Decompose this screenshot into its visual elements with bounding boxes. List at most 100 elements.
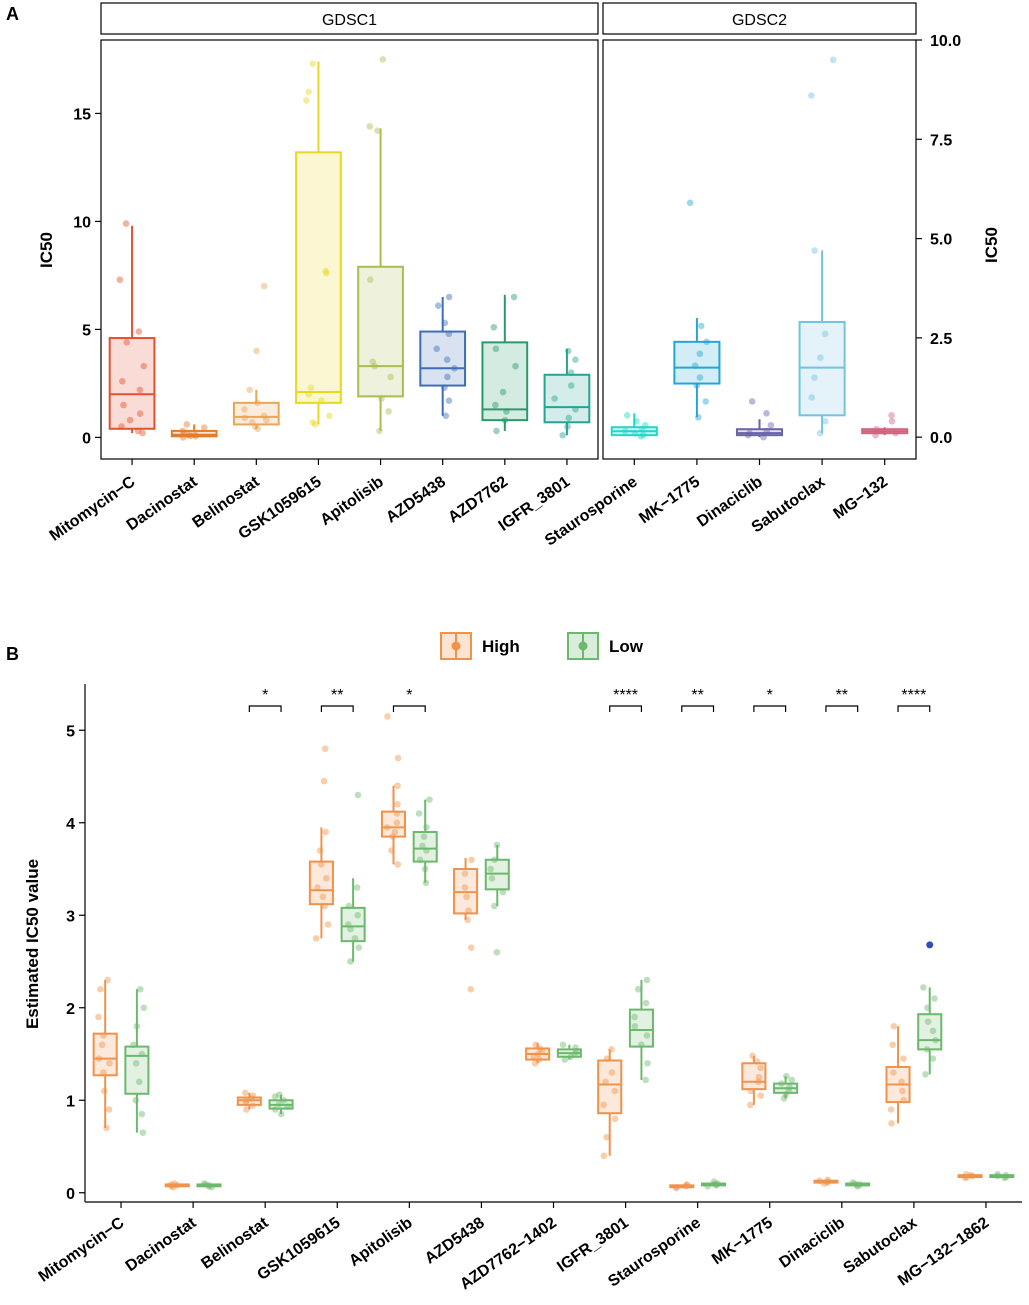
gdsc2-staurosporine-point (633, 417, 640, 425)
gdsc1-belinostat-box (232, 401, 280, 426)
panel-b-high-gsk1059615-point (321, 745, 329, 753)
gdsc1-belinostat-point (241, 406, 248, 413)
panel-b-high-mk-1775-point (757, 1092, 764, 1099)
gdsc1-igfr-3801-point (565, 414, 573, 422)
gdsc1-apitolisib-point (369, 358, 377, 366)
panel-b-low-mitomycin-c-point (138, 1110, 146, 1118)
gdsc1-mitomycin-c-point (134, 427, 142, 435)
gdsc1-belinostat-point (241, 414, 249, 422)
gdsc2-sabutoclax-point (817, 354, 824, 362)
gdsc2-mg-132-point (888, 412, 895, 419)
panel-b-high-belinostat-point (243, 1106, 250, 1113)
gdsc1-belinostat-point (263, 416, 270, 424)
gdsc2-staurosporine-point (638, 425, 646, 433)
gdsc1-dacinostat-point (179, 427, 186, 435)
gdsc1-azd7762-point (492, 345, 500, 353)
gdsc1-mitomycin-c-point (123, 339, 131, 346)
panel-b-low-mitomycin-c-point (135, 1078, 143, 1086)
gdsc1-azd5438-point (434, 302, 442, 309)
significance-bracket-staurosporine (681, 705, 715, 712)
gdsc1-mitomycin-c-point (116, 276, 124, 284)
panel-b-low-apitolisib-point (426, 796, 433, 803)
panel-b-high-azd5438-point (461, 884, 469, 891)
panel-b-low-gsk1059615-point (354, 791, 362, 799)
panel-b-high-mitomycin-c-point (95, 1013, 102, 1021)
panel-b-high-mitomycin-c-point (100, 1069, 107, 1076)
gdsc1-azd5438-point (433, 345, 441, 353)
panel-b-high-dinaciclib-point (824, 1176, 832, 1184)
panel-b-low-mg-132-1862-point (1002, 1173, 1010, 1181)
gdsc1-belinostat-point (251, 423, 259, 430)
gdsc1-azd5438-point (445, 397, 453, 404)
panel-b-low-belinostat-point (276, 1091, 283, 1098)
gdsc1-mitomycin-c-point (140, 362, 148, 370)
gdsc2-mg-132-point (873, 425, 880, 433)
gdsc2-sabutoclax-point (816, 429, 824, 437)
panel-b-high-apitolisib-point (383, 824, 391, 831)
gdsc2-dinaciclib-point (767, 421, 775, 429)
panel-b-low-azd7762-1402-point (561, 1056, 569, 1063)
panel-b-high-mg-132-1862-point (969, 1172, 976, 1180)
panel-b-high-apitolisib-point (393, 819, 401, 827)
panel-b-high-belinostat-point (249, 1092, 257, 1099)
panel-b-high-gsk1059615-point (316, 847, 324, 854)
gdsc1-mitomycin-c-box (108, 337, 156, 430)
gdsc1-azd5438-point (445, 293, 453, 301)
panel-b-low-azd5438-point (491, 856, 498, 864)
gdsc1-mitomycin-c-point (136, 410, 144, 417)
panel-b-high-gsk1059615-point (312, 935, 320, 942)
panel-b-y-tick-label: 0 (66, 1186, 75, 1203)
gdsc1-dacinostat-point (179, 434, 187, 441)
legend-low-dot (578, 641, 588, 651)
panel-b-high-sabutoclax-point (900, 1055, 907, 1062)
panel-b-low-azd5438-point (493, 948, 501, 956)
panel-b-high-azd7762-1402-point (531, 1059, 539, 1067)
panel-b-low-belinostat-point (271, 1093, 279, 1100)
gdsc2-mg-132-point (879, 427, 886, 435)
significance-label-staurosporine: ** (691, 687, 703, 704)
panel-b-low-gsk1059615-point (355, 944, 363, 951)
panel-b-high-igfr-3801-point (608, 1069, 616, 1076)
gdsc1-azd5438-point (443, 356, 451, 363)
panel-b-y-axis-title: Estimated IC50 value (23, 859, 42, 1029)
gdsc2-mk-1775-point (697, 322, 705, 330)
significance-label-gsk1059615: ** (331, 687, 343, 704)
panel-b-low-sabutoclax-point (932, 1036, 939, 1044)
panel-b-low-sabutoclax-point (922, 1071, 929, 1078)
panel-b-low-apitolisib-point (419, 842, 426, 850)
panel-b-high-mk-1775-point (755, 1078, 762, 1086)
gdsc1-dacinostat-point (181, 429, 188, 437)
panel-b-high-apitolisib-point (393, 810, 401, 817)
panel-b-high-azd7762-1402-point (536, 1045, 544, 1052)
panel-b-low-belinostat-point (275, 1100, 283, 1108)
gdsc2-mk-1775-point (693, 382, 701, 389)
panel-b-high-azd5438-point (467, 944, 475, 951)
panel-b-low-igfr-3801-point (637, 1041, 645, 1049)
panel-b-high-sabutoclax-point (899, 1087, 906, 1095)
gdsc2-sabutoclax-point (808, 92, 815, 99)
panel-b-high-belinostat-point (242, 1089, 249, 1097)
panel-b-y-tick-label: 4 (66, 816, 75, 833)
panel-b-low-dinaciclib-point (849, 1179, 856, 1186)
panel-b-high-staurosporine-point (673, 1183, 681, 1191)
panel-b-low-azd7762-1402-point (572, 1044, 579, 1051)
panel-b-low-sabutoclax-point (929, 1055, 937, 1062)
gdsc2-y-tick-label: 10.0 (930, 33, 961, 50)
panel-b-high-sabutoclax-point (887, 1106, 895, 1113)
panel-b-low-apitolisib-point (420, 833, 428, 840)
panel-b-low-mitomycin-c-point (139, 1129, 147, 1136)
gdsc1-apitolisib-point (374, 127, 381, 135)
legend: High Low (440, 632, 644, 660)
gdsc1-azd5438-point (442, 412, 450, 420)
significance-bracket-dinaciclib (825, 705, 859, 712)
gdsc1-y-tick-label: 10 (73, 214, 91, 231)
panel-b-low-azd7762-1402-point (567, 1053, 574, 1061)
significance-label-igfr-3801: **** (613, 687, 638, 704)
gdsc1-belinostat-point (254, 425, 262, 433)
panel-b-high-gsk1059615-point (322, 828, 330, 836)
panel-b-low-gsk1059615-point (351, 935, 359, 942)
panel-b-high-belinostat-point (249, 1102, 256, 1110)
gdsc1-mitomycin-c-point (122, 220, 130, 227)
panel-b-low-azd7762-1402-point (559, 1041, 567, 1049)
gdsc1-mitomycin-c-point (139, 429, 146, 437)
